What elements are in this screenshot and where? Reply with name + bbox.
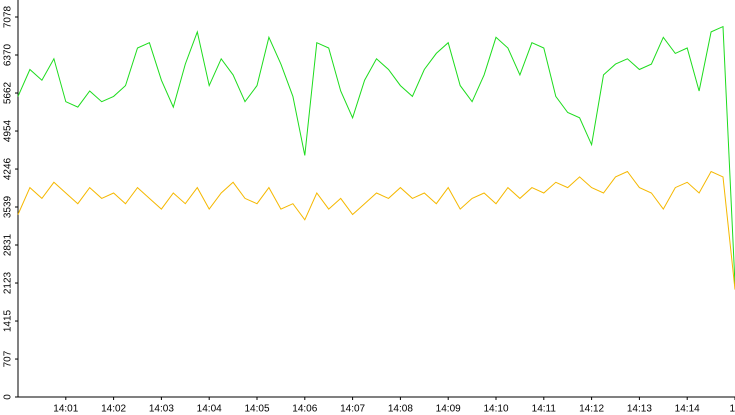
line-series (17, 170, 735, 290)
y-tick-label: 6370 (3, 43, 14, 66)
y-tick-label: 4954 (3, 119, 14, 142)
x-tick-label: 14:14 (675, 404, 700, 415)
y-tick-label: 5662 (3, 81, 14, 104)
x-tick-label: 14:08 (388, 404, 413, 415)
x-tick-label: 14:06 (292, 404, 317, 415)
x-tick-label: 14:04 (197, 404, 222, 415)
x-tick-label: 14:05 (244, 404, 269, 415)
x-tick-label: 14:10 (483, 404, 508, 415)
y-tick-label: 0 (3, 394, 14, 400)
y-tick-label: 1415 (3, 309, 14, 332)
x-tick-label: 14:07 (340, 404, 365, 415)
y-tick-label: 7078 (3, 5, 14, 28)
x-tick-label: 14:03 (149, 404, 174, 415)
x-tick-label: 14:12 (579, 404, 604, 415)
x-tick-label: 14:13 (627, 404, 652, 415)
x-tick-label: 14:02 (101, 404, 126, 415)
x-tick-label: 14:11 (532, 404, 557, 415)
y-tick-label: 2831 (3, 233, 14, 256)
x-tick-label: 14:01 (53, 404, 78, 415)
x-tick-label: 14:09 (436, 404, 461, 415)
y-tick-label: 3539 (3, 195, 14, 218)
y-tick-label: 4246 (3, 157, 14, 180)
y-tick-label: 707 (3, 350, 14, 367)
y-tick-label: 2123 (3, 271, 14, 294)
line-series (17, 25, 735, 285)
x-tick-label: 14 (729, 404, 735, 415)
